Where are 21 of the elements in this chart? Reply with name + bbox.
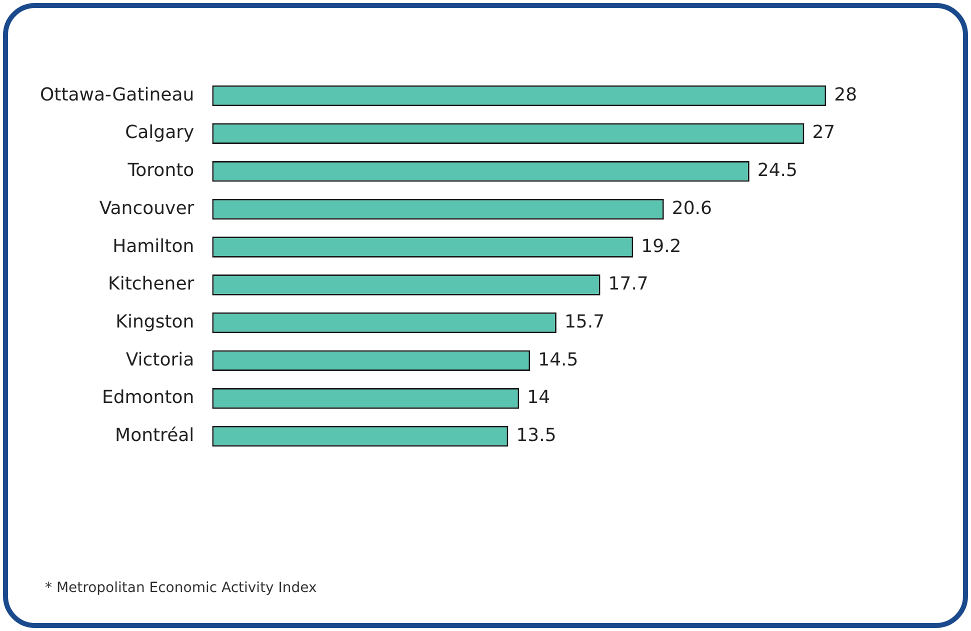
data-label: 14: [527, 387, 550, 408]
data-label: 15.7: [564, 311, 605, 332]
y-tick-label: Kitchener: [108, 274, 195, 295]
y-tick-label: Ottawa-Gatineau: [40, 84, 194, 106]
data-label: 27: [812, 122, 836, 144]
y-tick-label: Hamilton: [112, 236, 194, 257]
data-label: 14.5: [538, 349, 578, 370]
y-tick-label: Victoria: [126, 349, 194, 370]
y-tick-label: Toronto: [126, 160, 194, 182]
data-label: 13.5: [516, 424, 556, 446]
data-label: 19.2: [641, 236, 682, 257]
y-tick-label: Montréal: [115, 424, 194, 446]
data-label: 28: [834, 84, 858, 106]
data-label: 20.6: [672, 198, 712, 219]
data-label: 17.7: [608, 274, 648, 295]
y-tick-label: Kingston: [116, 311, 194, 332]
y-tick-label: Calgary: [125, 122, 195, 144]
text: * Metropolitan Economic Activity Index: [45, 580, 317, 596]
data-label: 24.5: [757, 160, 798, 182]
y-tick-label: Vancouver: [99, 198, 195, 219]
y-tick-label: Edmonton: [102, 387, 194, 408]
